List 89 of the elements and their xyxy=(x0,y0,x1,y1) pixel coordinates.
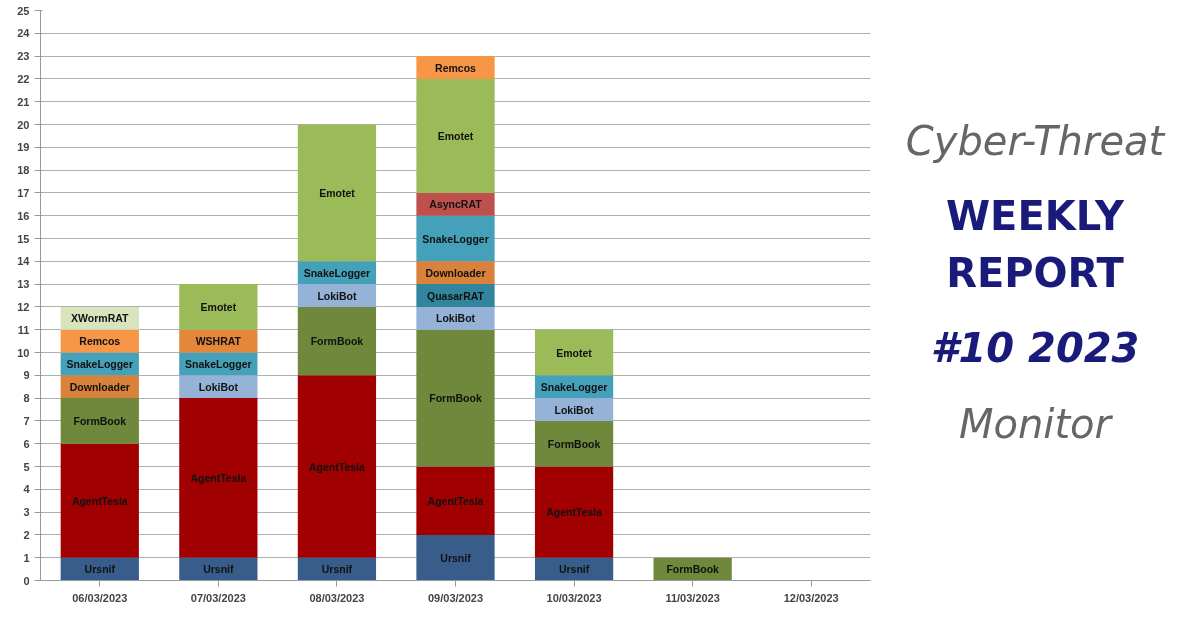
text: Ursnif xyxy=(558,563,590,576)
series-label: Ursnif xyxy=(84,563,116,576)
text: LokiBot xyxy=(435,312,476,325)
x-tick-label: 11/03/2023 xyxy=(665,591,720,604)
y-tick-label: 15 xyxy=(17,232,30,245)
series-label: FormBook xyxy=(666,563,720,576)
text: Remcos xyxy=(435,61,476,74)
bar xyxy=(416,306,495,330)
y-tick-label: 8 xyxy=(23,392,30,405)
y-tick-label: 22 xyxy=(17,72,30,85)
x-tick-label: 06/03/2023 xyxy=(72,591,128,604)
bar xyxy=(60,398,139,444)
series-label: WSHRAT xyxy=(195,335,242,348)
text: AgentTesla xyxy=(309,460,365,473)
x-tick-label: 07/03/2023 xyxy=(190,591,246,604)
text: LokiBot xyxy=(317,289,357,302)
text: Ursnif xyxy=(440,551,471,564)
y-tick-label: 11 xyxy=(17,323,30,336)
y-tick-label: 23 xyxy=(17,50,30,63)
text: WEEKLY REPORT xyxy=(945,192,1125,299)
y-tick-label: 0 xyxy=(23,574,30,587)
bar xyxy=(534,466,614,558)
bar xyxy=(416,466,495,535)
text: SnakeLogger xyxy=(303,266,371,279)
y-tick-label: 24 xyxy=(17,27,31,40)
bar xyxy=(416,534,495,581)
series-label: AgentTesla xyxy=(71,494,128,507)
bar xyxy=(416,78,495,193)
y-tick-label: 19 xyxy=(17,141,30,154)
x-tick-label: 10/03/2023 xyxy=(546,591,602,604)
text: Emotet xyxy=(437,129,474,142)
y-tick-label: 10 xyxy=(17,346,30,359)
bar xyxy=(534,329,614,376)
y-tick-label: 17 xyxy=(17,186,30,199)
y-tick-label: 9 xyxy=(23,369,30,382)
text: SnakeLogger xyxy=(422,232,489,245)
text: Cyber-Threat xyxy=(904,117,1167,166)
text: SnakeLogger xyxy=(185,357,252,370)
text: Ursnif xyxy=(321,563,353,576)
text: SnakeLogger xyxy=(540,380,608,393)
x-tick-label: 09/03/2023 xyxy=(427,591,484,604)
text: Emotet xyxy=(319,186,355,199)
bar xyxy=(179,398,258,558)
bar xyxy=(297,124,377,262)
y-tick-label: 13 xyxy=(17,278,30,291)
text: AgentTesla xyxy=(546,506,602,519)
x-tick-label: 08/03/2023 xyxy=(309,591,365,604)
text: Monitor xyxy=(957,399,1114,449)
text: AgentTesla xyxy=(427,494,484,507)
y-tick-label: 3 xyxy=(23,506,30,519)
y-tick-label: 6 xyxy=(23,437,30,450)
text: FormBook xyxy=(429,392,482,405)
y-tick-label: 5 xyxy=(23,460,30,473)
series-label: Remcos xyxy=(79,335,121,348)
y-tick-label: 20 xyxy=(17,118,30,131)
text: FormBook xyxy=(310,335,364,348)
y-tick-label: 25 xyxy=(17,4,30,17)
y-tick-label: 12 xyxy=(17,300,30,313)
x-tick-label: 12/03/2023 xyxy=(783,591,839,604)
series-label: Emotet xyxy=(200,300,237,313)
bar xyxy=(60,443,139,558)
y-tick-label: 16 xyxy=(17,209,30,222)
series-label: LokiBot xyxy=(198,380,239,393)
y-tick-label: 1 xyxy=(23,551,30,564)
series-label: SnakeLogger xyxy=(66,357,134,370)
text: Downloader xyxy=(425,266,486,279)
text: Ursnif xyxy=(203,563,234,576)
series-label: XWormRAT xyxy=(71,312,130,325)
bar xyxy=(416,56,495,79)
bar xyxy=(534,420,614,467)
bar xyxy=(416,329,495,467)
bar xyxy=(179,284,258,330)
text: Emotet xyxy=(556,346,592,359)
y-tick-label: 14 xyxy=(17,255,31,268)
y-tick-label: 21 xyxy=(17,95,30,108)
y-tick-label: 7 xyxy=(23,414,30,427)
text: #10 2023 xyxy=(929,324,1141,374)
series-label: AsyncRAT xyxy=(429,198,483,211)
bar xyxy=(297,306,377,376)
y-tick-label: 2 xyxy=(23,528,30,541)
text: FormBook xyxy=(73,414,127,427)
y-tick-label: 4 xyxy=(23,483,31,496)
text: AgentTesla xyxy=(190,471,247,484)
bar xyxy=(297,375,377,558)
series-label: Downloader xyxy=(69,380,130,393)
series-label: QuasarRAT xyxy=(427,289,485,302)
text: LokiBot xyxy=(554,403,594,416)
text: FormBook xyxy=(547,437,601,450)
y-tick-label: 18 xyxy=(17,164,30,177)
